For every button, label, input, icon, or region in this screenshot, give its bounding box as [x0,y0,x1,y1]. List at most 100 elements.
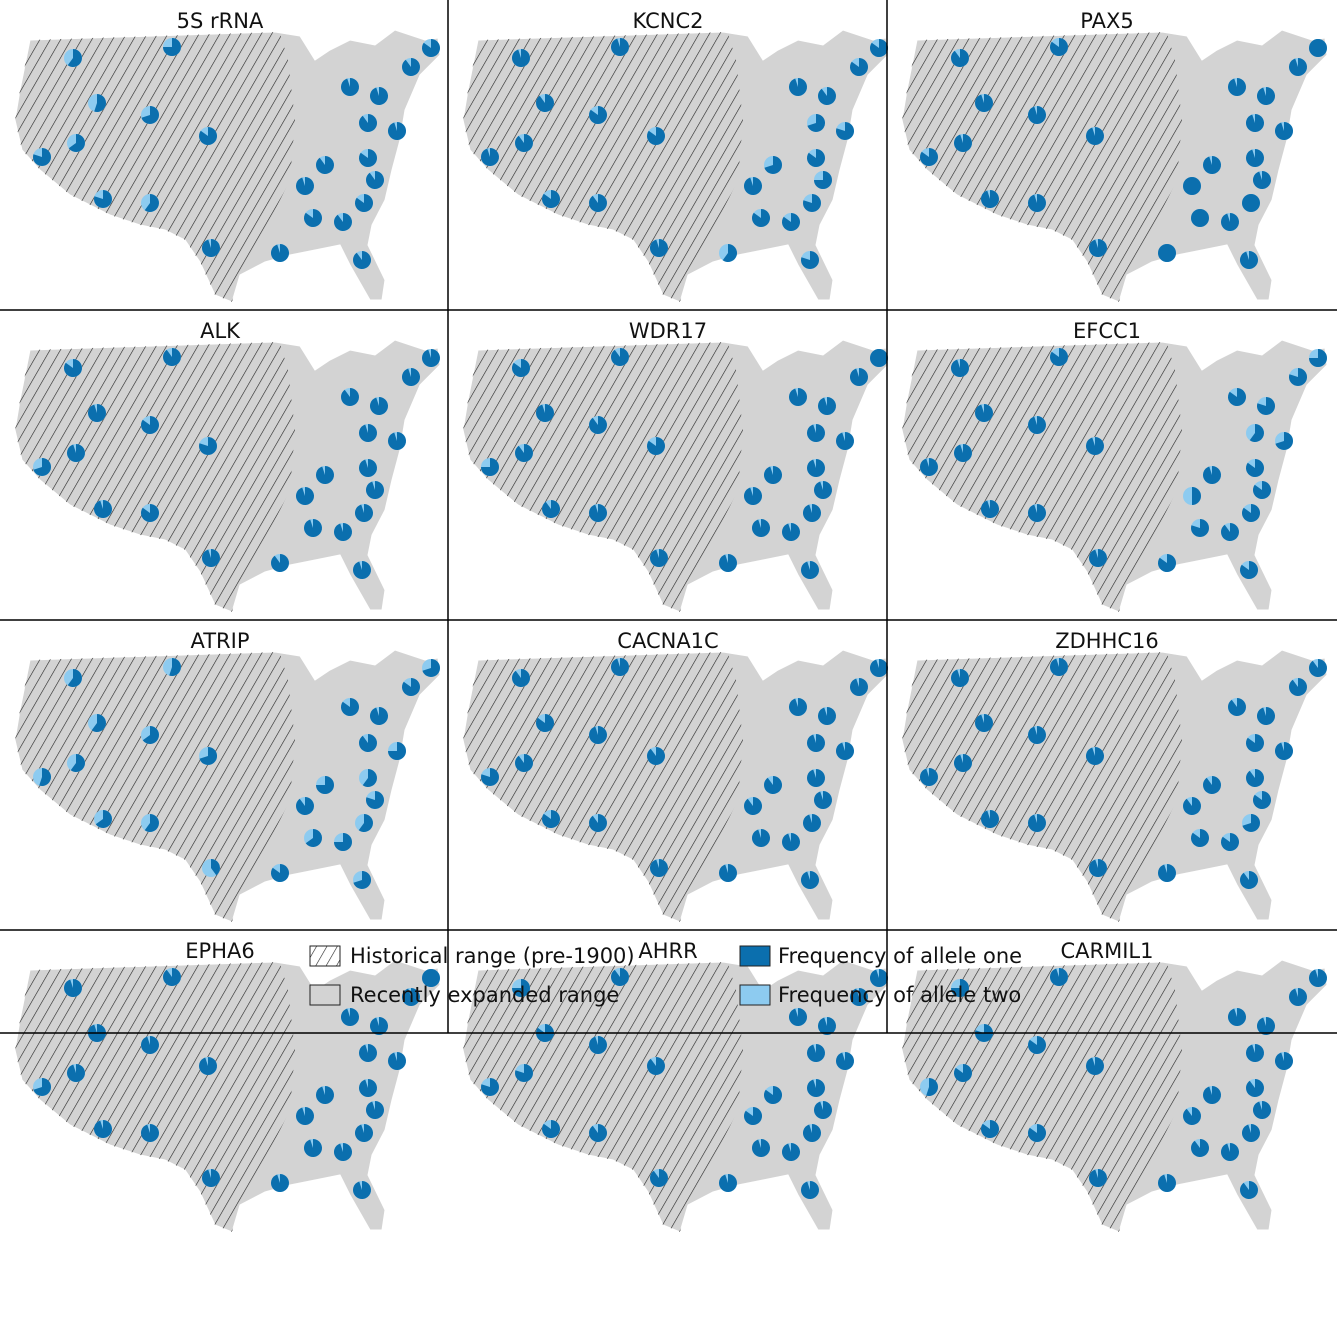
pie-allele-one [1253,1101,1272,1119]
pie-allele-one [1028,1124,1046,1142]
pie [163,658,181,676]
pie-allele-one [64,359,83,377]
pie-allele-one [1221,213,1239,231]
pie-allele-one [480,148,499,166]
pie [1203,156,1221,175]
pie [981,810,999,828]
pie [296,177,315,195]
pie [387,122,406,140]
pie [33,1078,51,1096]
pie [1086,747,1104,765]
pie [870,349,888,367]
pie [807,769,825,787]
pie [850,58,868,76]
pie-allele-one [1249,424,1264,442]
pie-allele-one [33,458,51,476]
pie-allele-one [536,94,554,112]
pie [304,829,322,847]
pie-allele-one [764,1086,782,1104]
pie [1242,194,1260,212]
pie [719,1174,737,1192]
pie-allele-one [1240,871,1258,889]
pie [512,359,530,377]
pie [67,444,85,462]
pie [920,1078,938,1096]
pie-allele-one [1275,122,1293,140]
pie [1246,114,1264,133]
pie [355,1124,374,1142]
pie [975,714,993,732]
map-panel: KCNC2 [462,9,889,303]
pie-allele-one [33,1078,51,1096]
pie [1158,554,1176,572]
pie [1228,1008,1246,1026]
pie [801,561,819,579]
pie-allele-one [807,1079,825,1097]
pie [1246,424,1264,442]
pie-allele-one [611,968,629,986]
pie-allele-one [589,416,607,434]
pie-allele-one [387,122,406,140]
pie-allele-one [719,864,737,882]
panel-title: ATRIP [190,629,249,653]
pie [316,776,334,794]
pie-allele-one [163,968,181,986]
pie-allele-one [305,829,322,847]
pie [981,500,999,518]
pie-allele-one [202,1169,220,1187]
pie-allele-one [422,969,440,987]
pie-allele-one [764,466,782,484]
pie-allele-one [782,213,800,231]
pie-allele-one [1158,244,1176,262]
panel-title: WDR17 [629,319,707,343]
pie [920,148,938,166]
pie-allele-one [722,244,737,262]
pie-allele-one [304,209,322,227]
pie-allele-one [951,979,969,997]
pie [202,859,221,877]
pie-allele-one [1203,466,1221,484]
pie [341,1008,359,1026]
pie-allele-one [1089,859,1107,877]
pie [358,1044,377,1062]
pie-allele-one [1289,988,1307,1006]
pie [355,194,373,212]
pie-allele-one [334,213,352,231]
pie-allele-one [1192,487,1201,505]
pie-allele-one [1240,1181,1258,1199]
pie-allele-one [801,1181,819,1199]
pie [764,1086,782,1104]
pie-allele-one [836,122,854,140]
pie-allele-one [341,1008,359,1026]
pie-allele-one [1253,171,1272,189]
pie [369,707,388,725]
pie-allele-one [926,1078,938,1096]
pie-allele-one [1158,1174,1176,1192]
pie [1086,1057,1104,1075]
pie [141,106,160,124]
pie-allele-one [836,1052,854,1070]
pie [1228,388,1246,406]
pie-allele-one [88,404,107,422]
pie [954,134,972,152]
pie-allele-one [836,432,854,450]
pie-allele-one [1086,747,1104,765]
pie-allele-one [211,859,221,876]
pie [589,726,607,744]
pie-allele-one [1275,432,1293,450]
pie-allele-one [67,669,82,687]
pie-allele-one [198,1057,217,1075]
pie-allele-one [954,1064,972,1082]
map-panel: CACNA1C [462,629,889,923]
pie [1253,171,1272,189]
pie-allele-one [1028,504,1046,522]
pie-allele-one [789,698,807,716]
pie [198,437,217,455]
pie [353,251,371,269]
pie [388,742,406,760]
pie-allele-one [814,791,833,809]
pie-allele-one [422,349,440,367]
pie-allele-one [366,171,384,189]
pie [88,714,107,732]
pie [141,194,160,212]
